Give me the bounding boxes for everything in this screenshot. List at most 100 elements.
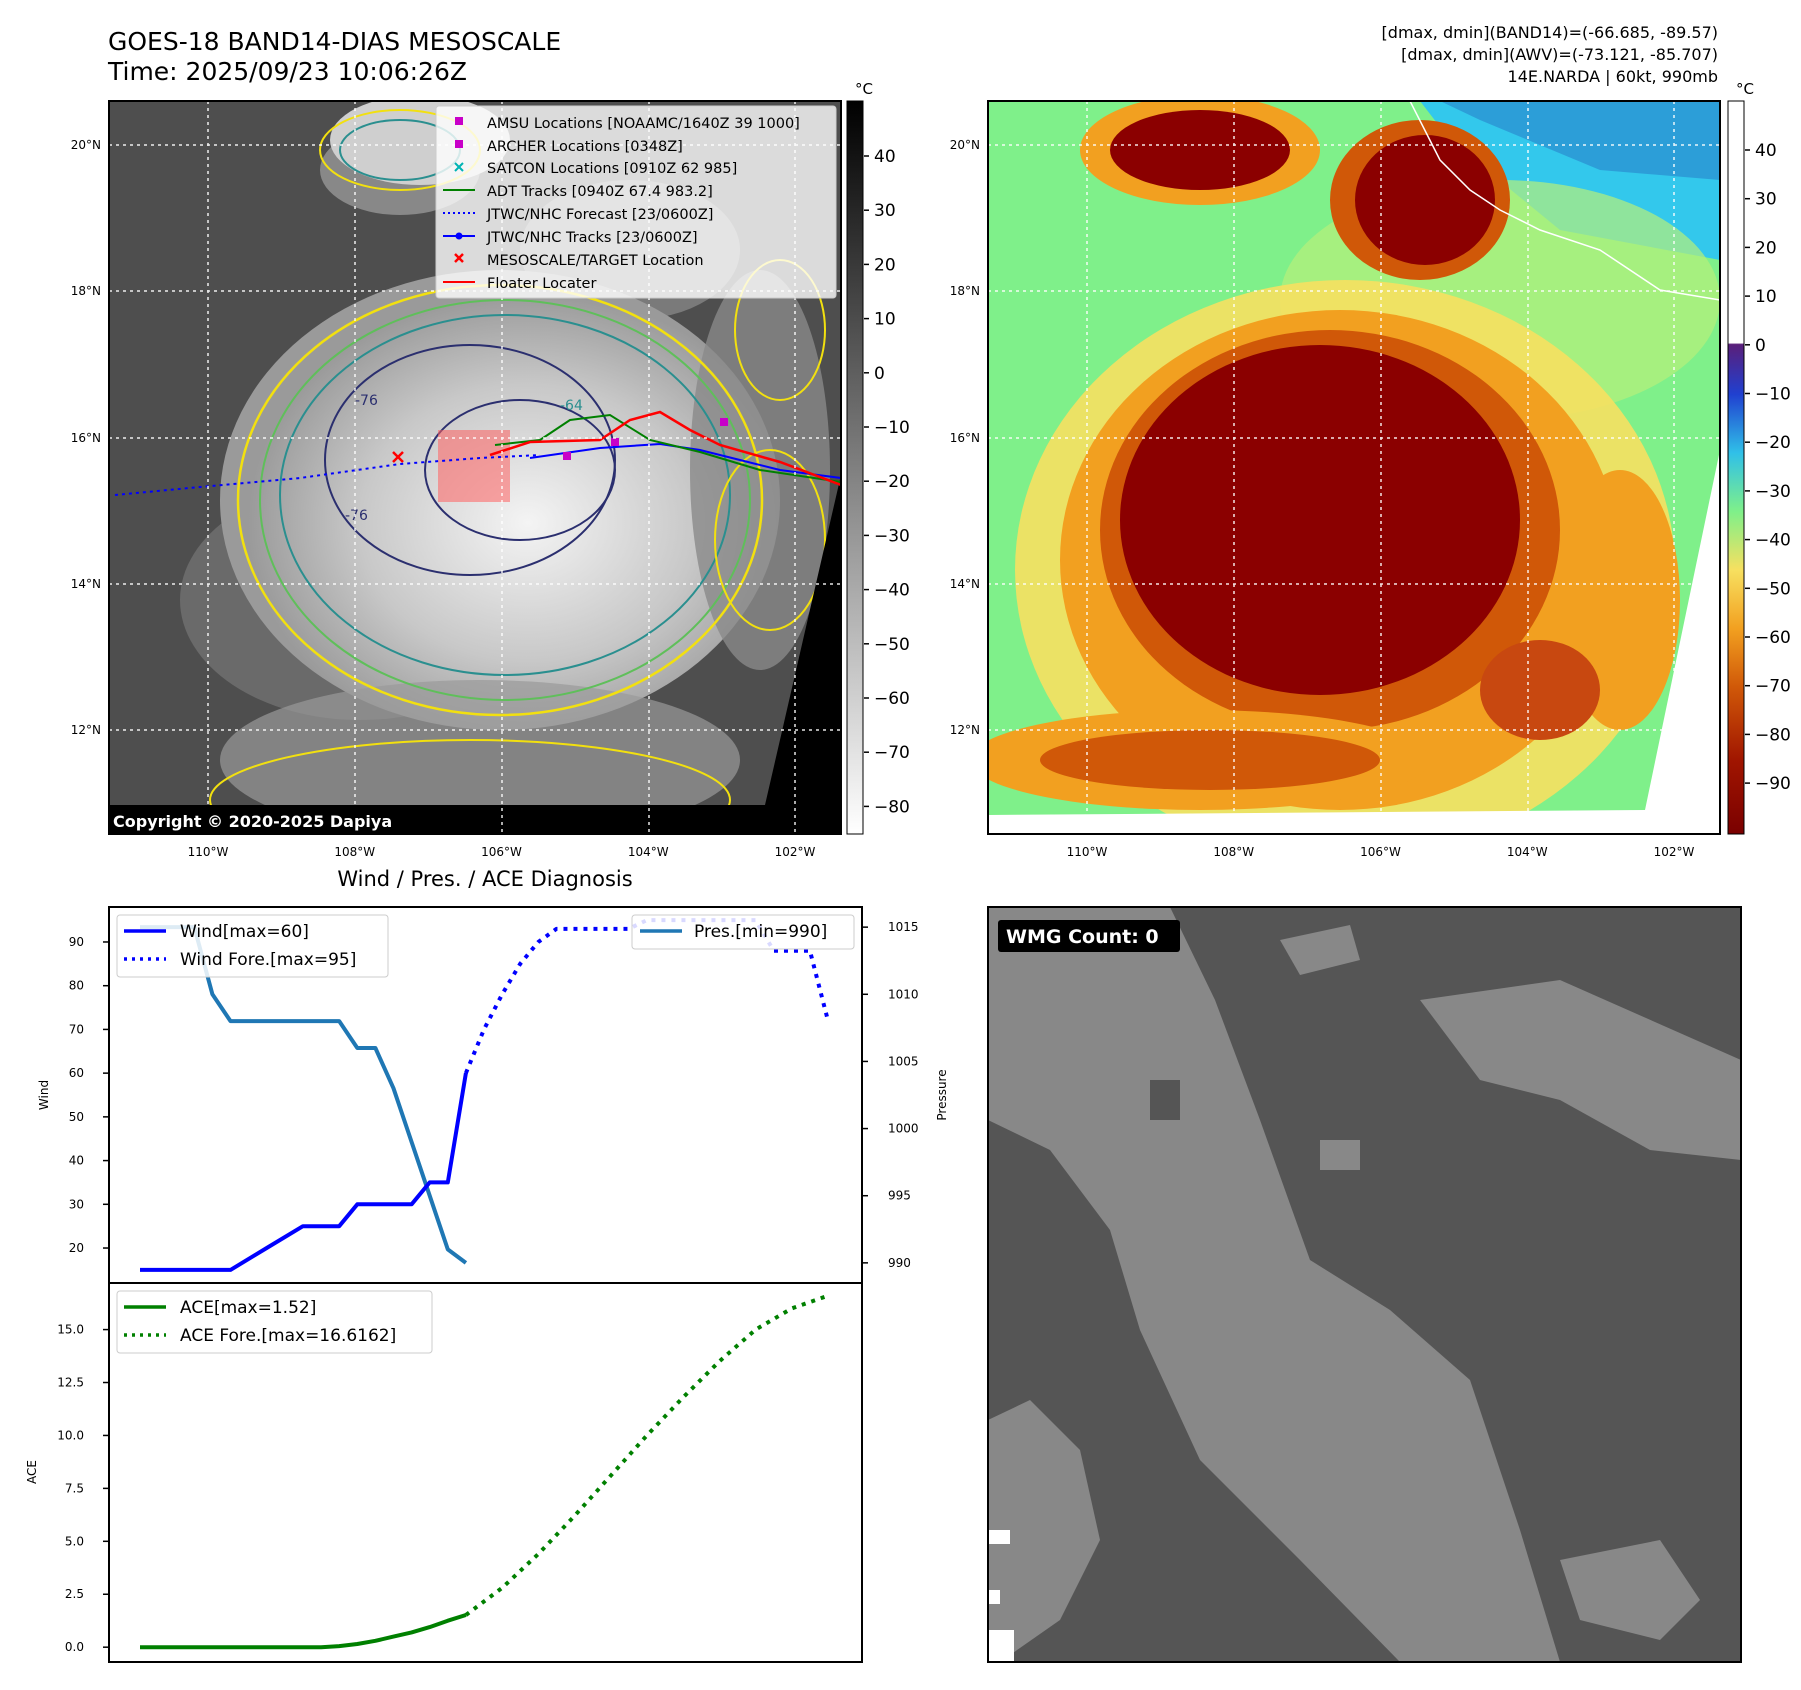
legend-adt: ADT Tracks [0940Z 67.4 983.2] <box>487 184 713 200</box>
awv-map-lon-label: 102°W <box>1654 845 1695 859</box>
info-storm: 14E.NARDA | 60kt, 990mb <box>1508 67 1718 86</box>
band14-map-lat-label: 12°N <box>71 723 101 737</box>
contour-navy-inner <box>424 399 616 541</box>
coastline <box>1409 101 1720 301</box>
left-colorbar-tick-label: −80 <box>874 797 910 817</box>
awv-map-lon-label: 110°W <box>1067 845 1108 859</box>
ace-chart: 0.0 2.5 5.0 7.5 10.0 12.5 15.0 ACE ACE[max=1.5… <box>25 1282 863 1663</box>
diagnosis-title: Wind / Pres. / ACE Diagnosis <box>337 867 632 891</box>
right-colorbar-tick-label: −10 <box>1755 385 1791 405</box>
pressure-ytick-label: 990 <box>888 1256 911 1270</box>
pressure-ytick-label: 995 <box>888 1189 911 1203</box>
wind-legend: Wind[max=60] Wind Fore.[max=95] <box>116 914 389 978</box>
ace-ytick-label: 7.5 <box>65 1481 84 1495</box>
wind-ytick-label: 80 <box>69 979 84 993</box>
legend-tracks: JTWC/NHC Tracks [23/0600Z] <box>486 230 698 246</box>
awv-map-lon-label: 108°W <box>1213 845 1254 859</box>
band14-map-lat-label: 20°N <box>71 138 101 152</box>
wind-ytick-label: 90 <box>69 935 84 949</box>
ace-axis-label: ACE <box>25 1460 39 1484</box>
wind-ytick-label: 30 <box>69 1197 84 1211</box>
awv-map <box>988 101 1720 834</box>
contour-label: -76 <box>355 393 378 409</box>
svg-text:°C: °C <box>1736 80 1754 98</box>
left-colorbar-tick-label: −50 <box>874 635 910 655</box>
right-colorbar-tick-label: −20 <box>1755 433 1791 453</box>
legend-floater: Floater Locater <box>487 276 596 292</box>
wind-ytick-label: 20 <box>69 1241 84 1255</box>
right-colorbar-tick-label: −30 <box>1755 482 1791 502</box>
wind-ytick-label: 40 <box>69 1154 84 1168</box>
info-band14-range: [dmax, dmin](BAND14)=(-66.685, -89.57) <box>1382 23 1718 42</box>
figure-time: Time: 2025/09/23 10:06:26Z <box>107 57 467 86</box>
ace-ytick-label: 15.0 <box>57 1323 84 1337</box>
awv-map-lat-label: 14°N <box>950 577 980 591</box>
right-colorbar-tick-label: 40 <box>1755 141 1777 161</box>
left-colorbar-tick-label: −20 <box>874 472 910 492</box>
ace-ytick-label: 2.5 <box>65 1587 84 1601</box>
pressure-ytick-label: 1010 <box>888 987 919 1001</box>
pressure-legend: Pres.[min=990] <box>631 914 855 950</box>
awv-map-lat-label: 12°N <box>950 723 980 737</box>
wind-ytick-label: 50 <box>69 1110 84 1124</box>
ace-legend: ACE[max=1.52] ACE Fore.[max=16.6162] <box>116 1290 433 1354</box>
band14-map-lon-label: 106°W <box>481 845 522 859</box>
contour-teal <box>279 314 731 676</box>
mesoscale-target-box <box>438 430 510 502</box>
wind-ytick-label: 60 <box>69 1066 84 1080</box>
right-colorbar-tick-label: −50 <box>1755 579 1791 599</box>
legend-ace-forecast: ACE Fore.[max=16.6162] <box>180 1326 396 1346</box>
left-colorbar-tick-label: −70 <box>874 743 910 763</box>
awv-map-lat-label: 18°N <box>950 284 980 298</box>
legend-forecast: JTWC/NHC Forecast [23/0600Z] <box>486 207 713 223</box>
right-colorbar-tick-label: 20 <box>1755 238 1777 258</box>
left-colorbar-tick-label: 0 <box>874 364 885 384</box>
legend-ace: ACE[max=1.52] <box>180 1298 316 1318</box>
legend-wind-forecast: Wind Fore.[max=95] <box>180 950 356 970</box>
left-colorbar-tick-label: −40 <box>874 581 910 601</box>
ace-ytick-label: 12.5 <box>57 1376 84 1390</box>
band14-map-lon-label: 108°W <box>334 845 375 859</box>
left-colorbar-tick-label: −60 <box>874 689 910 709</box>
contour-green <box>259 299 751 701</box>
archer-marker <box>563 452 571 460</box>
right-colorbar-tick-label: −90 <box>1755 774 1791 794</box>
legend-pressure: Pres.[min=990] <box>694 922 827 942</box>
left-colorbar: °C 40 30 20 10 0 −10 −20 −30 −40 −50 −60 −70 −80 <box>846 80 910 835</box>
band14-map-lon-label: 110°W <box>188 845 229 859</box>
info-awv-range: [dmax, dmin](AWV)=(-73.121, -85.707) <box>1401 45 1718 64</box>
band14-map-lon-label: 102°W <box>775 845 816 859</box>
adt-track <box>494 413 841 483</box>
legend-archer: ARCHER Locations [0348Z] <box>487 139 683 155</box>
awv-map-lat-label: 20°N <box>950 138 980 152</box>
right-colorbar-tick-label: −70 <box>1755 677 1791 697</box>
jtwc-best-track <box>529 442 841 479</box>
awv-map-lat-label: 16°N <box>950 431 980 445</box>
mesoscale-target-marker <box>392 451 404 463</box>
awv-map-lon-label: 104°W <box>1507 845 1548 859</box>
pressure-axis-label: Pressure <box>935 1069 949 1120</box>
left-colorbar-tick-label: −30 <box>874 526 910 546</box>
jtwc-forecast-track <box>114 454 541 496</box>
legend-amsu: AMSU Locations [NOAAMC/1640Z 39 1000] <box>487 116 800 132</box>
wind-line <box>140 1072 468 1272</box>
right-colorbar-tick-label: 30 <box>1755 190 1777 210</box>
right-colorbar: °C 40 30 20 10 0 −10 −20 −30 −40 −50 −60 −70 −80 −90 <box>1727 80 1791 835</box>
ace-ytick-label: 0.0 <box>65 1640 84 1654</box>
legend-wind: Wind[max=60] <box>180 922 309 942</box>
floater-locater-track <box>489 410 841 487</box>
figure-title: GOES-18 BAND14-DIAS MESOSCALE <box>108 27 561 56</box>
pressure-ytick-label: 1005 <box>888 1054 919 1068</box>
left-colorbar-tick-label: 30 <box>874 201 896 221</box>
wmg-panel: WMG Count: 0 <box>987 906 1742 1663</box>
wind-ytick-label: 70 <box>69 1022 84 1036</box>
right-colorbar-tick-label: −80 <box>1755 725 1791 745</box>
legend-satcon: SATCON Locations [0910Z 62 985] <box>487 161 737 177</box>
amsu-marker <box>720 418 728 426</box>
band14-map-lat-label: 18°N <box>71 284 101 298</box>
right-colorbar-tick-label: −40 <box>1755 531 1791 551</box>
left-colorbar-tick-label: −10 <box>874 418 910 438</box>
band14-map-lat-label: 14°N <box>71 577 101 591</box>
wind-forecast-line <box>464 918 830 1074</box>
